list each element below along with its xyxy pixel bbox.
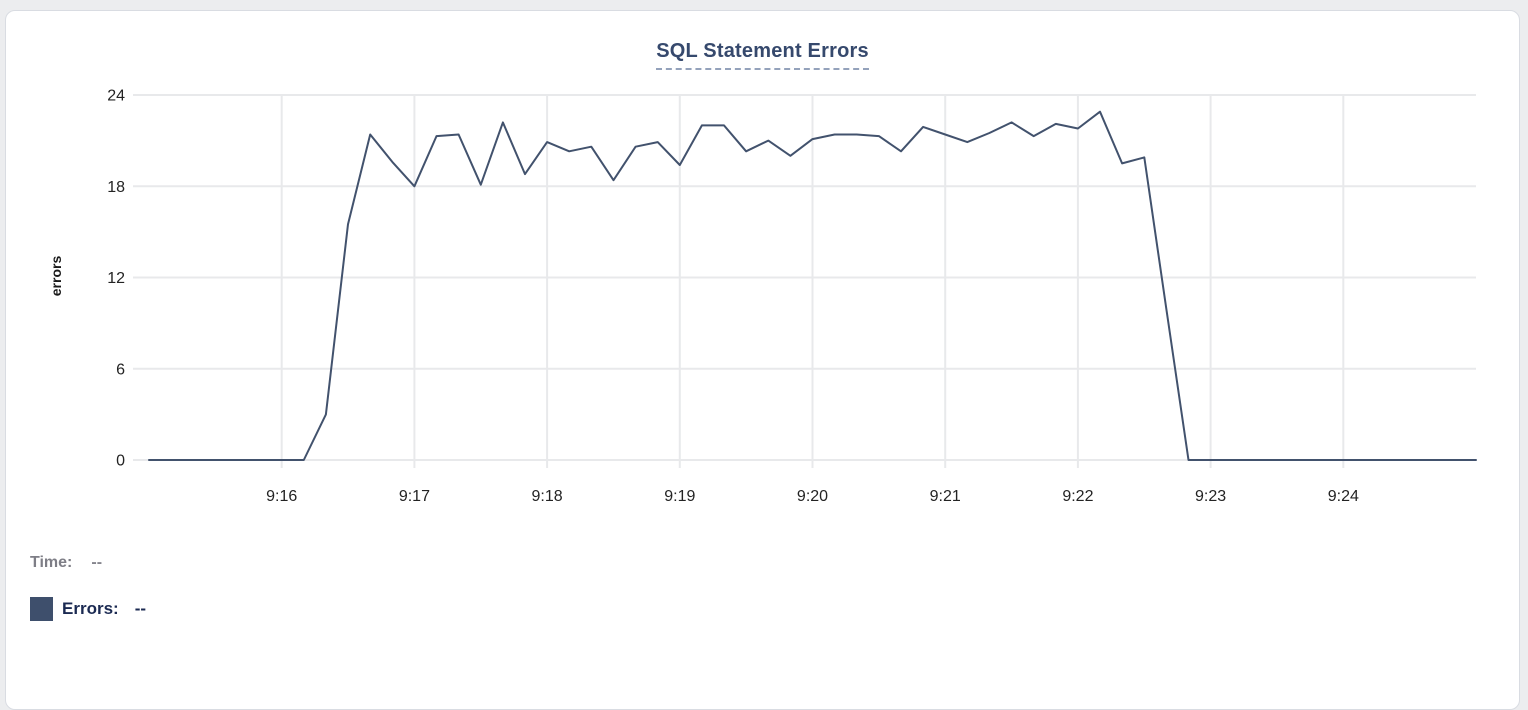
chart-title[interactable]: SQL Statement Errors	[656, 40, 869, 70]
time-readout-value: --	[91, 554, 103, 571]
x-tick-label: 9:22	[1062, 488, 1093, 505]
x-tick-label: 9:17	[399, 488, 430, 505]
x-tick-label: 9:16	[266, 488, 297, 505]
chart-header: SQL Statement Errors	[6, 40, 1519, 70]
errors-legend-swatch-icon	[30, 597, 53, 621]
errors-line-series[interactable]	[148, 110, 1477, 461]
series-lines	[148, 110, 1477, 461]
time-readout-label: Time:	[30, 554, 73, 571]
x-tick-label: 9:24	[1328, 488, 1359, 505]
errors-readout: Errors: --	[30, 597, 146, 621]
chart-card: SQL Statement Errors errors 0 6 12 18 24 9:16…	[5, 10, 1520, 710]
axis-tick-labels: 0 6 12 18 24 9:16 9:17 9:18 9:19 9:20 9:21 9:22 9:23…	[107, 88, 1359, 506]
x-tick-label: 9:18	[532, 488, 563, 505]
y-tick-label: 0	[116, 453, 125, 470]
time-readout: Time: --	[30, 554, 102, 572]
x-tick-label: 9:21	[930, 488, 961, 505]
errors-readout-value: --	[134, 599, 147, 618]
x-tick-label: 9:20	[797, 488, 828, 505]
gridlines	[133, 94, 1476, 468]
x-tick-label: 9:19	[664, 488, 695, 505]
errors-line-chart: 0 6 12 18 24 9:16 9:17 9:18 9:19 9:20 9:21 9:22 9:23…	[107, 88, 1477, 506]
y-tick-label: 18	[107, 179, 125, 196]
y-tick-label: 24	[107, 88, 125, 105]
x-tick-label: 9:23	[1195, 488, 1226, 505]
y-tick-label: 12	[107, 270, 125, 287]
y-tick-label: 6	[116, 361, 125, 378]
errors-readout-label: Errors:	[62, 599, 119, 618]
